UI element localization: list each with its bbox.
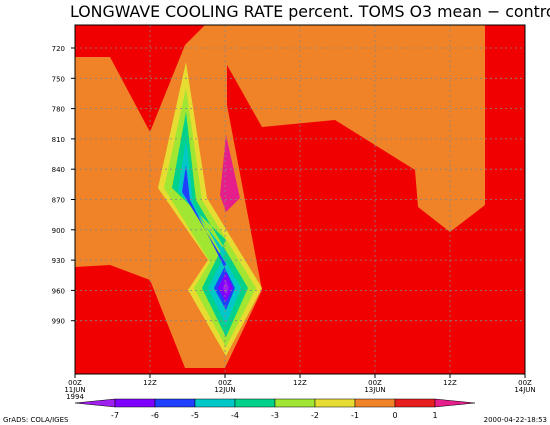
colorbar-label: -2 — [311, 411, 319, 420]
contour-level-minus7 — [223, 280, 229, 295]
colorbar-swatch — [154, 398, 196, 408]
grid-lines — [75, 25, 525, 374]
x-tick-label: 00Z — [68, 379, 82, 387]
x-tick-label: 12Z — [293, 379, 307, 387]
x-tick-label: 11JUN — [64, 386, 85, 394]
colorbar-label: -1 — [351, 411, 359, 420]
x-tick-label: 12Z — [143, 379, 157, 387]
colorbar-swatch — [314, 398, 356, 408]
colorbar-label: -3 — [271, 411, 279, 420]
x-tick-label: 00Z — [368, 379, 382, 387]
y-tick-label: 870 — [52, 197, 65, 205]
plot-area — [74, 24, 526, 375]
colorbar-swatch — [194, 398, 236, 408]
colorbar-swatch — [394, 398, 436, 408]
y-tick-label: 840 — [52, 166, 65, 174]
footer-right: 2000-04-22-18:53 — [484, 416, 547, 424]
colorbar: -7 -6 -5 -4 -3 -2 -1 0 1 — [74, 398, 476, 420]
footer-left: GrADS: COLA/IGES — [3, 416, 69, 424]
contour-positive-cell — [220, 135, 240, 212]
colorbar-label: 0 — [392, 411, 397, 420]
y-tick-label: 990 — [52, 318, 65, 326]
y-tick-label: 810 — [52, 136, 65, 144]
colorbar-label: -6 — [151, 411, 159, 420]
chart-title: LONGWAVE COOLING RATE percent. TOMS O3 m… — [70, 2, 550, 21]
x-tick-label: 14JUN — [514, 386, 535, 394]
colorbar-label: -4 — [231, 411, 239, 420]
colorbar-swatch — [274, 398, 316, 408]
x-tick-label: 13JUN — [364, 386, 385, 394]
y-tick-label: 900 — [52, 227, 65, 235]
x-tick-label: 00Z — [218, 379, 232, 387]
contour-level-minus5 — [182, 165, 235, 310]
colorbar-swatch — [434, 398, 476, 408]
colorbar-label: -7 — [111, 411, 119, 420]
colorbar-swatch — [234, 398, 276, 408]
colorbar-label: -5 — [191, 411, 199, 420]
x-tick-label: 12Z — [443, 379, 457, 387]
x-tick-label: 00Z — [518, 379, 532, 387]
x-tick-label: 1994 — [66, 393, 84, 401]
colorbar-swatch — [354, 398, 396, 408]
y-tick-label: 780 — [52, 106, 65, 114]
y-tick-label: 930 — [52, 257, 65, 265]
y-tick-label: 750 — [52, 75, 65, 83]
y-tick-label: 960 — [52, 287, 65, 295]
y-axis: 720 750 780 810 840 870 900 930 960 990 — [52, 45, 75, 326]
colorbar-label: 1 — [432, 411, 437, 420]
x-tick-label: 12JUN — [214, 386, 235, 394]
y-tick-label: 720 — [52, 45, 65, 53]
colorbar-swatch — [114, 398, 156, 408]
